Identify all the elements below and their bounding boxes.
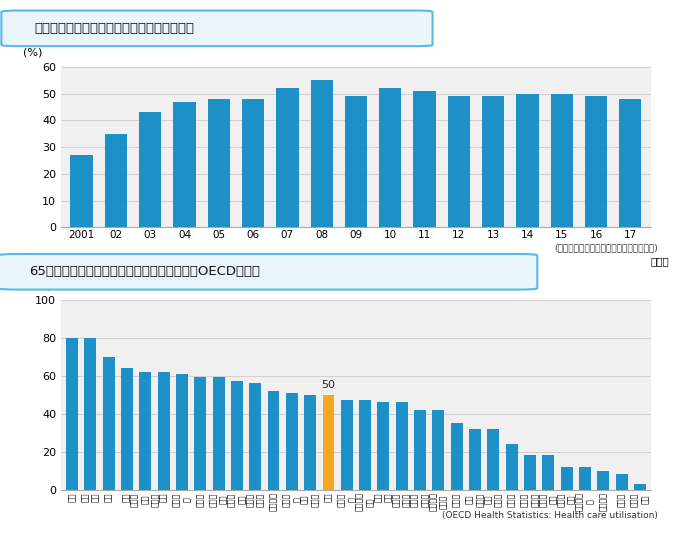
Bar — [121, 368, 133, 490]
Bar — [139, 112, 161, 227]
Bar — [250, 383, 261, 490]
Bar — [414, 91, 436, 227]
Bar — [579, 467, 591, 490]
Bar — [158, 372, 170, 490]
Bar — [524, 455, 536, 490]
Bar — [286, 393, 298, 490]
Bar — [311, 80, 333, 227]
Text: (厚生労働省「定期の予防接種実施者数」): (厚生労働省「定期の予防接種実施者数」) — [554, 243, 658, 253]
Bar — [304, 395, 316, 490]
Bar — [268, 391, 279, 490]
Bar — [102, 356, 115, 490]
Bar — [597, 471, 610, 490]
Text: (%): (%) — [22, 47, 42, 57]
Bar — [71, 155, 93, 227]
Bar — [276, 88, 298, 227]
Text: 50: 50 — [321, 380, 336, 390]
Bar — [487, 429, 499, 490]
Bar — [634, 484, 646, 490]
Bar — [414, 410, 426, 490]
Bar — [242, 99, 264, 227]
FancyBboxPatch shape — [0, 254, 538, 289]
Text: 65歳以上のインフルエンザワクチン接種率（OECD各国）: 65歳以上のインフルエンザワクチン接種率（OECD各国） — [28, 265, 260, 278]
Bar — [341, 400, 353, 490]
Bar — [174, 102, 196, 227]
Text: (%): (%) — [31, 280, 51, 290]
Bar — [345, 96, 367, 227]
Bar — [207, 99, 230, 227]
Bar — [195, 378, 206, 490]
Bar — [433, 410, 444, 490]
Bar — [585, 96, 607, 227]
Bar — [619, 99, 641, 227]
Bar — [323, 395, 334, 490]
Bar — [447, 96, 470, 227]
Bar — [616, 475, 628, 490]
Bar — [551, 94, 573, 227]
Bar — [231, 381, 243, 490]
Bar — [84, 338, 96, 490]
Text: (OECD Health Statistics: Health care utilisation): (OECD Health Statistics: Health care uti… — [442, 511, 658, 520]
Bar — [542, 455, 554, 490]
Bar — [469, 429, 481, 490]
Bar — [104, 134, 127, 227]
Bar — [213, 378, 224, 490]
Text: （年）: （年） — [651, 256, 670, 266]
FancyBboxPatch shape — [1, 11, 433, 46]
Bar — [451, 423, 462, 490]
Bar — [482, 96, 504, 227]
Text: インフルエンザワクチンの定期接種率の推移: インフルエンザワクチンの定期接種率の推移 — [34, 22, 194, 35]
Bar — [176, 373, 188, 490]
Bar — [66, 338, 78, 490]
Bar — [516, 94, 538, 227]
Bar — [506, 444, 517, 490]
Bar — [378, 402, 389, 490]
Bar — [561, 467, 572, 490]
Bar — [140, 372, 151, 490]
Bar — [359, 400, 371, 490]
Bar — [379, 88, 401, 227]
Bar — [396, 402, 407, 490]
